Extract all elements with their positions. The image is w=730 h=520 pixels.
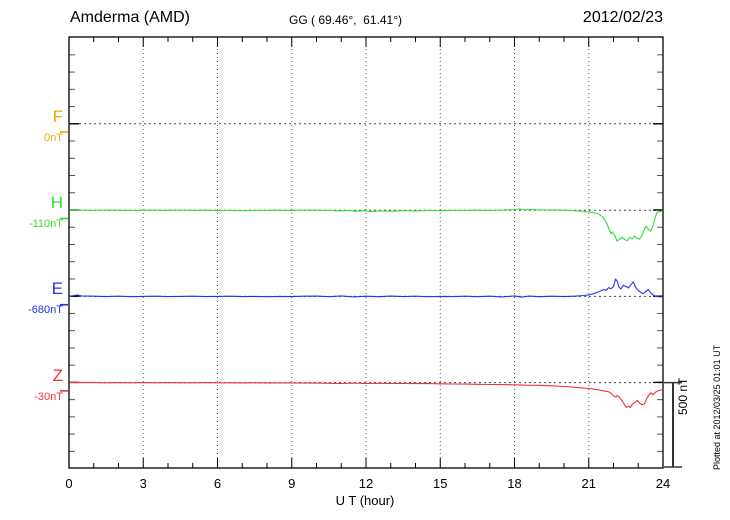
plot-frame xyxy=(68,36,664,469)
x-tick-label: 12 xyxy=(358,476,374,491)
scale-bar-label: 500 nT xyxy=(676,377,690,415)
station-title: Amderma (AMD) xyxy=(70,9,191,26)
trace-H xyxy=(68,208,664,242)
component-letter-E: E xyxy=(51,279,63,299)
x-tick-label: 6 xyxy=(213,476,222,491)
x-tick-label: 15 xyxy=(433,476,448,491)
trace-Z xyxy=(68,381,664,409)
component-baseline-value-H: -110nT xyxy=(28,218,63,231)
x-axis-title: U T (hour) xyxy=(335,493,395,508)
x-tick-label: 3 xyxy=(139,476,147,491)
component-baseline-value-F: 0nT xyxy=(44,131,63,144)
x-tick-label: 18 xyxy=(507,476,522,491)
component-letter-F: F xyxy=(52,106,63,126)
trace-E xyxy=(68,278,664,298)
component-letter-Z: Z xyxy=(52,365,63,385)
x-tick-label: 21 xyxy=(581,476,596,491)
x-tick-label: 24 xyxy=(655,476,671,491)
plotted-at-timestamp: Plotted at 2012/03/25 01:01 UT xyxy=(712,344,722,470)
plot-date: 2012/02/23 xyxy=(582,9,663,26)
x-tick-label: 9 xyxy=(288,476,296,491)
component-baseline-value-Z: -30nT xyxy=(34,390,63,403)
component-baseline-value-E: -680nT xyxy=(28,304,63,317)
geographic-coordinates: GG ( 69.46°, 61.41°) xyxy=(289,13,402,27)
x-tick-label: 0 xyxy=(65,476,73,491)
component-letter-H: H xyxy=(50,193,63,213)
